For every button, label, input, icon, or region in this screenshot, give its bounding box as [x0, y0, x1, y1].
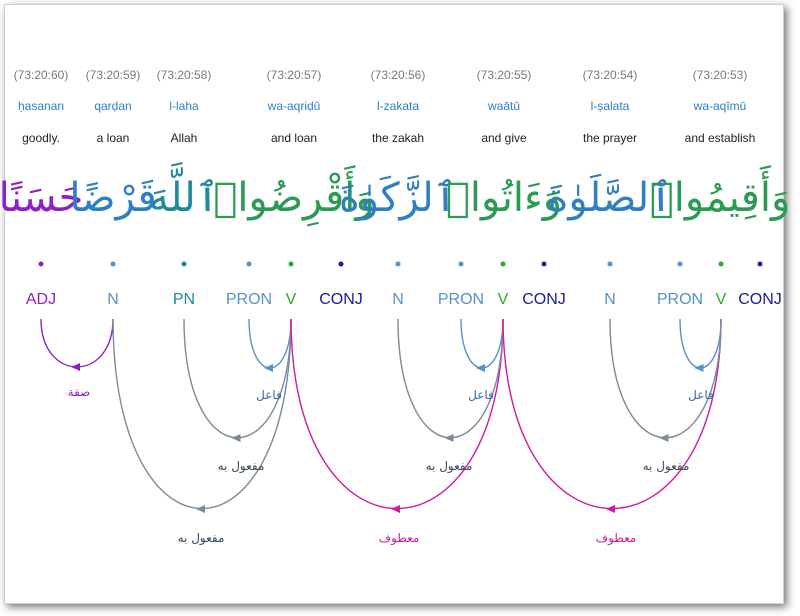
pos-tag: N: [604, 291, 616, 308]
pos-tag: PRON: [437, 291, 485, 308]
word-arabic: ٱللَّهَ: [148, 175, 220, 221]
relation-arc: [248, 318, 292, 369]
relation-arc: [112, 318, 292, 509]
relation-arc: [40, 318, 114, 368]
pos-tag: N: [107, 291, 119, 308]
relation-label: مفعول به: [177, 531, 225, 545]
word-translation: and establish: [684, 131, 756, 145]
relation-label: معطوف: [595, 531, 637, 545]
pos-tag: CONJ: [738, 291, 782, 308]
word-translation: and loan: [270, 131, 318, 145]
word-transliteration: ḥasanan: [17, 99, 65, 113]
token-dot: [395, 261, 401, 267]
word-translation: the prayer: [582, 131, 638, 145]
relation-arc: [502, 318, 722, 509]
word-location: (73:20:59): [85, 68, 141, 82]
word-arabic: وَءَاتُوا۟: [445, 175, 563, 221]
relation-arc: [460, 318, 504, 369]
relation-label: فاعل: [468, 388, 494, 402]
arrowhead-icon: [606, 505, 615, 513]
arrowhead-icon: [476, 364, 485, 372]
relation-label: مفعول به: [217, 459, 265, 473]
pos-tag: V: [715, 291, 727, 308]
word-transliteration: l-laha: [169, 99, 199, 113]
word-location: (73:20:56): [370, 68, 426, 82]
word-arabic: ٱلصَّلَوٰةَ: [547, 175, 673, 221]
arrowhead-icon: [444, 434, 454, 442]
word-transliteration: l-zakata: [376, 99, 420, 113]
word-arabic: قَرْضًا: [69, 175, 157, 221]
pos-tag: PRON: [225, 291, 273, 308]
pos-tag: PRON: [656, 291, 704, 308]
arrowhead-icon: [659, 434, 669, 442]
token-dot: [757, 261, 763, 267]
relation-label: مفعول به: [425, 459, 473, 473]
word-transliteration: wa-aqriḍū: [267, 99, 321, 113]
relation-arc: [290, 318, 504, 509]
word-location: (73:20:58): [156, 68, 212, 82]
arrowhead-icon: [231, 434, 241, 442]
pos-tag: ADJ: [25, 291, 57, 308]
token-dot: [500, 261, 506, 267]
word-location: (73:20:55): [476, 68, 532, 82]
word-location: (73:20:57): [266, 68, 322, 82]
pos-tag: CONJ: [522, 291, 566, 308]
word-transliteration: l-ṣalata: [590, 99, 630, 113]
token-dot: [110, 261, 116, 267]
word-transliteration: wa-aqīmū: [693, 99, 747, 113]
pos-tag: V: [497, 291, 509, 308]
token-dot: [288, 261, 294, 267]
word-translation: the zakah: [371, 131, 425, 145]
token-dot: [718, 261, 724, 267]
pos-tag: N: [392, 291, 404, 308]
word-location: (73:20:54): [582, 68, 638, 82]
word-transliteration: qarḍan: [94, 99, 132, 113]
word-translation: a loan: [96, 131, 130, 145]
word-translation: goodly.: [22, 131, 60, 145]
dependency-arcs: [40, 318, 722, 513]
word-transliteration: waātū: [487, 99, 521, 113]
word-translation: Allah: [170, 131, 198, 145]
token-dot: [607, 261, 613, 267]
word-arabic: حَسَنًا: [0, 175, 84, 221]
word-translation: and give: [481, 131, 527, 145]
arrowhead-icon: [196, 505, 205, 513]
dependency-graph-panel: (73:20:60) ḥasanan goodly. حَسَنًا (73:20:59…: [0, 4, 790, 604]
relation-label: فاعل: [256, 388, 282, 402]
arrowhead-icon: [71, 363, 80, 371]
token-dot: [677, 261, 683, 267]
pos-tag: PN: [172, 291, 196, 308]
relation-arc: [609, 318, 722, 439]
token-dot: [541, 261, 547, 267]
token-dot: [338, 261, 344, 267]
arrowhead-icon: [264, 364, 273, 372]
word-arabic: وَأَقْرِضُوا۟: [213, 175, 375, 221]
token-dot: [181, 261, 187, 267]
relation-label: صفة: [67, 385, 91, 399]
arrowhead-icon: [694, 364, 704, 372]
word-arabic: ٱلزَّكَوٰةَ: [338, 175, 458, 221]
relation-label: مفعول به: [642, 459, 690, 473]
token-dot: [246, 261, 252, 267]
relation-arc: [397, 318, 504, 439]
word-location: (73:20:53): [692, 68, 748, 82]
relation-label: فاعل: [688, 388, 714, 402]
relation-arc: [183, 318, 292, 439]
pos-tag: V: [285, 291, 297, 308]
token-dot: [38, 261, 44, 267]
token-dot: [458, 261, 464, 267]
arrowhead-icon: [391, 505, 400, 513]
relation-label: معطوف: [378, 531, 420, 545]
word-location: (73:20:60): [13, 68, 69, 82]
relation-arc: [679, 318, 722, 369]
word-arabic: وَأَقِيمُوا۟: [649, 175, 791, 221]
pos-tag: CONJ: [319, 291, 363, 308]
